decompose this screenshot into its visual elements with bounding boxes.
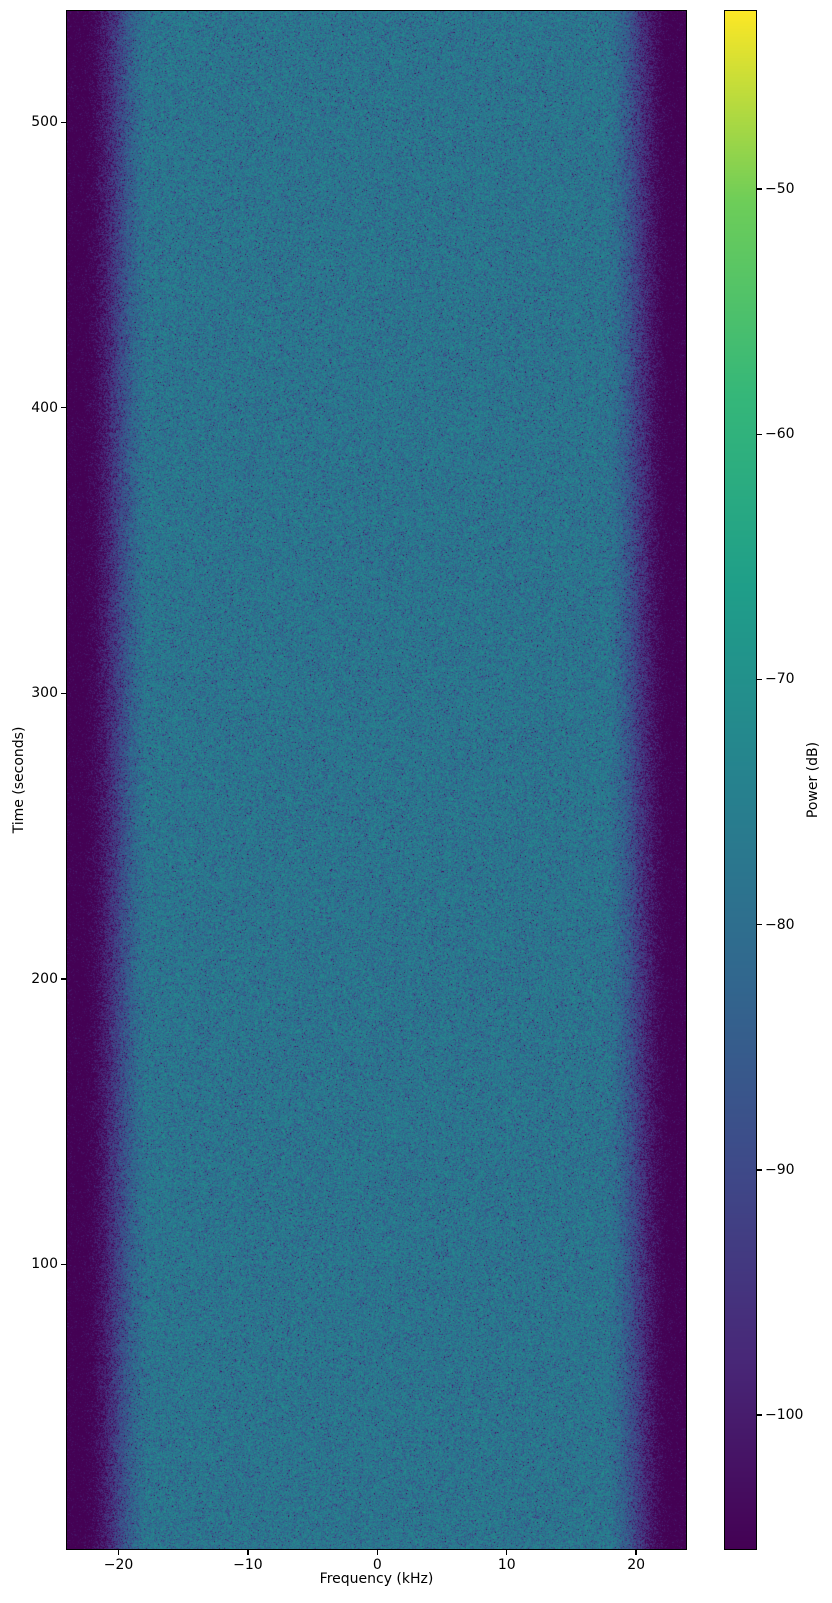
- y-tick-label: 500: [31, 114, 58, 131]
- colorbar-label: Power (dB): [805, 741, 821, 819]
- colorbar-tick-label: −50: [765, 181, 795, 197]
- colorbar-tick-label: −100: [765, 1407, 804, 1424]
- y-tick-label: 100: [31, 1256, 58, 1273]
- colorbar-tick-label: −80: [765, 916, 795, 933]
- colorbar-tick-label: −70: [765, 671, 795, 688]
- y-tick-label: 200: [31, 970, 58, 987]
- x-tick-label: −10: [233, 1557, 263, 1573]
- colorbar-tick-mark: [757, 678, 762, 681]
- colorbar-tick-mark: [757, 188, 762, 190]
- x-tick-label: 20: [627, 1557, 646, 1573]
- x-axis-label: Frequency (kHz): [319, 1571, 434, 1587]
- colorbar-tick-mark: [757, 433, 762, 435]
- x-tick-label: 10: [497, 1557, 516, 1573]
- colorbar-tick-label: −90: [765, 1161, 795, 1178]
- spectrogram-heatmap: [66, 10, 687, 1550]
- y-tick-label: 300: [31, 685, 58, 702]
- x-tick-label: −20: [103, 1557, 134, 1573]
- y-tick-mark: [61, 978, 66, 980]
- x-tick-mark: [247, 1550, 249, 1555]
- y-tick-mark: [61, 692, 66, 695]
- x-tick-mark: [506, 1550, 508, 1555]
- y-axis-label: Time (seconds): [11, 726, 27, 834]
- colorbar-tick-mark: [757, 923, 762, 926]
- colorbar-gradient: [724, 10, 757, 1550]
- x-tick-mark: [376, 1550, 379, 1555]
- y-tick-label: 400: [31, 399, 58, 416]
- x-tick-label: 0: [372, 1557, 382, 1573]
- colorbar-tick-mark: [757, 1169, 762, 1171]
- y-tick-mark: [61, 1263, 66, 1266]
- y-tick-mark: [61, 121, 66, 123]
- y-tick-mark: [61, 407, 66, 409]
- colorbar-tick-mark: [757, 1414, 762, 1416]
- x-tick-mark: [117, 1550, 120, 1555]
- x-tick-mark: [635, 1550, 637, 1555]
- colorbar-tick-label: −60: [765, 426, 795, 443]
